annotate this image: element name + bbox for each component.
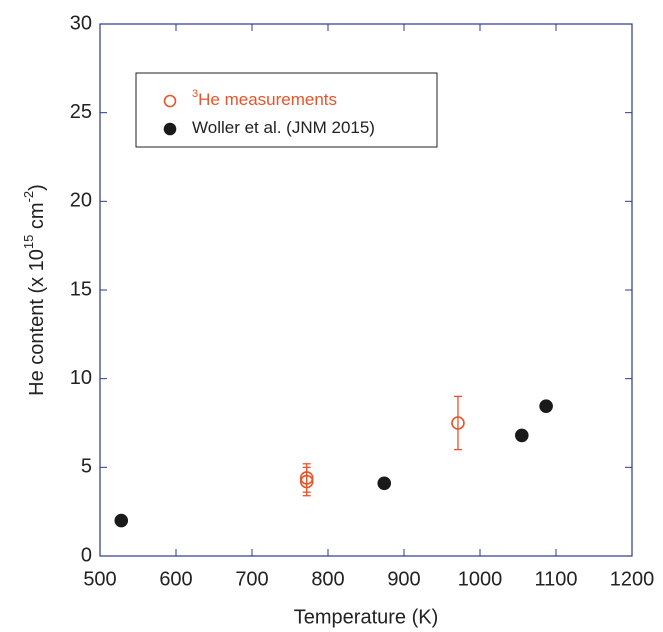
x-tick-label: 1000: [458, 568, 503, 590]
legend-box: [135, 72, 438, 148]
x-tick-label: 700: [235, 568, 268, 590]
legend-label: 3He measurements: [192, 88, 337, 110]
x-tick-label: 600: [159, 568, 192, 590]
legend-text: Woller et al. (JNM 2015): [192, 118, 375, 137]
y-axis-label: He content (x 1015 cm-2): [21, 184, 48, 396]
legend-marker: [163, 94, 177, 108]
legend-text: He measurements: [198, 90, 337, 109]
legend-label: Woller et al. (JNM 2015): [192, 118, 375, 137]
x-tick-label: 900: [387, 568, 420, 590]
x-tick-label: 800: [311, 568, 344, 590]
x-tick-label: 1100: [534, 568, 577, 590]
data-point: [377, 476, 392, 491]
legend-sup: 3: [192, 88, 198, 100]
y-tick-label: 10: [70, 367, 92, 389]
x-tick-label: 500: [83, 568, 116, 590]
error-bar: [302, 466, 311, 497]
legend-marker: [163, 122, 177, 136]
y-tick-label: 20: [70, 190, 92, 212]
error-bar: [453, 395, 462, 451]
y-tick-label: 15: [70, 278, 92, 300]
x-tick-label: 1200: [610, 568, 655, 590]
y-tick-label: 5: [81, 456, 92, 478]
y-label-part: ): [26, 184, 48, 191]
y-label-part: He content (x 10: [26, 249, 48, 396]
data-point: [539, 399, 553, 413]
y-label-sup: -2: [21, 191, 36, 203]
data-point: [299, 474, 314, 489]
y-label-sup: 15: [21, 235, 36, 249]
data-point: [451, 416, 465, 430]
y-tick-label: 0: [81, 544, 92, 566]
y-label-part: cm: [26, 202, 48, 234]
y-tick-label: 30: [70, 12, 92, 34]
y-tick-label: 25: [70, 101, 92, 123]
data-point: [114, 513, 129, 528]
data-point: [514, 428, 529, 443]
x-axis-label: Temperature (K): [294, 606, 439, 628]
